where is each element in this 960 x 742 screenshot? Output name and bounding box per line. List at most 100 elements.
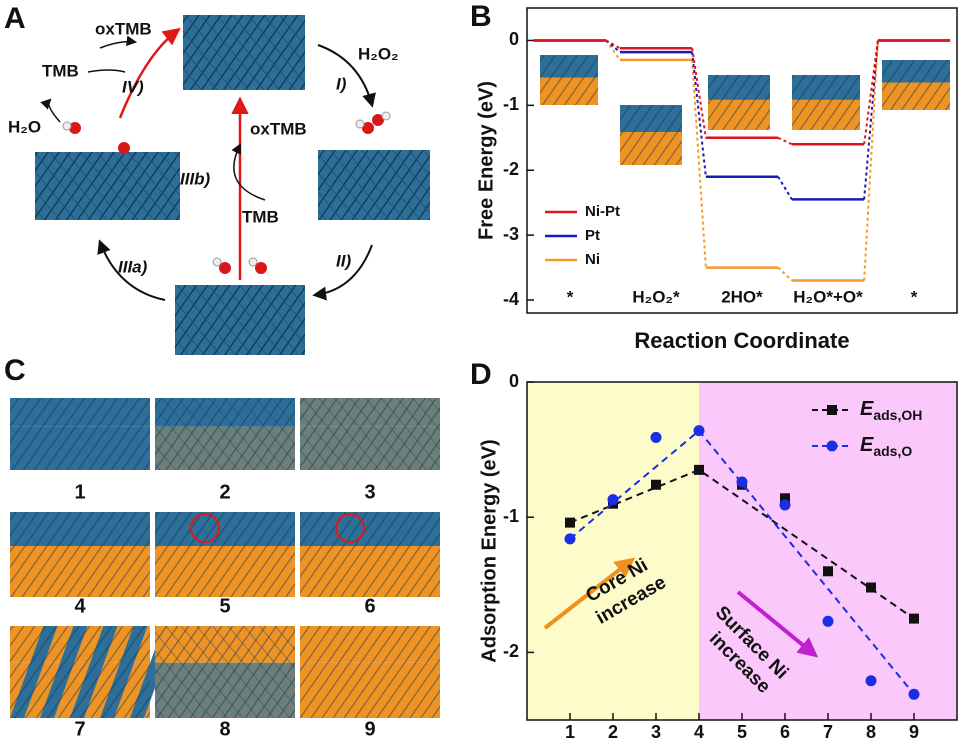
panel-a: A oxTMB TMB IV) H₂O₂ I) H₂O IIIb) oxTMB … — [4, 2, 430, 355]
annotation-arrow — [736, 590, 819, 658]
connector — [605, 39, 621, 50]
slab — [183, 15, 305, 90]
arrow — [99, 35, 138, 49]
x-tick-label: 5 — [737, 722, 747, 742]
panel-letter: D — [470, 358, 492, 391]
y-tick-label: -4 — [503, 289, 519, 309]
structure-hatch — [300, 626, 440, 718]
x-tick-label: 8 — [866, 722, 876, 742]
arrow — [87, 69, 126, 73]
panel-letter: B — [470, 0, 492, 33]
arrow — [40, 98, 61, 123]
structure-number: 3 — [364, 481, 375, 503]
point — [866, 582, 876, 593]
x-tick-label: 1 — [565, 722, 575, 742]
structure-hatch — [155, 626, 295, 718]
connector — [863, 40, 879, 200]
slab — [35, 152, 180, 220]
region — [527, 382, 699, 720]
structure-hatch — [10, 626, 150, 718]
y-tick-label: -1 — [503, 506, 519, 526]
arrow — [231, 143, 266, 201]
x-tick-label: * — [911, 287, 918, 306]
structure-hatch — [300, 398, 440, 470]
slab — [318, 150, 430, 220]
step-label: IIIa) — [118, 257, 148, 276]
point — [736, 476, 748, 488]
plot-frame — [526, 381, 958, 721]
connector — [777, 176, 793, 200]
step-label: IV) — [122, 77, 144, 96]
plot-frame — [526, 7, 958, 314]
legend-label: Ni-Pt — [585, 203, 620, 220]
annotation-arrow — [543, 557, 636, 630]
structure-number: 9 — [364, 718, 375, 740]
x-tick-label: H₂O*+O* — [793, 287, 863, 306]
point — [651, 479, 661, 490]
connector — [691, 48, 707, 138]
slab-image — [540, 55, 598, 105]
legend-label: Eads,O — [860, 434, 912, 458]
x-tick-label: 9 — [909, 722, 919, 742]
y-tick-label: 0 — [509, 371, 519, 391]
region — [699, 382, 957, 720]
point — [865, 675, 877, 687]
point — [823, 566, 833, 577]
connector — [691, 52, 707, 177]
panel-c: C 1 2 3 4 5 6 7 8 9 — [4, 354, 440, 740]
legend-label-main: E — [860, 434, 874, 456]
point — [822, 615, 834, 627]
point — [779, 499, 791, 511]
panel-letter: A — [4, 2, 26, 35]
point — [564, 533, 576, 545]
legend-label-main: E — [860, 398, 874, 420]
charts: Ni Pt Ni-Pt * H₂O₂* 2HO* H₂O*+O* * 0 -1 -2 -3 -4 Reac… — [470, 0, 958, 742]
legend-marker — [826, 440, 838, 452]
y-axis-label: Free Energy (eV) — [475, 81, 497, 240]
connector — [863, 40, 879, 281]
step-label: I) — [336, 74, 347, 93]
label: H₂O — [8, 117, 41, 136]
point — [694, 464, 704, 475]
arrow — [312, 244, 373, 301]
y-tick-label: 0 — [509, 29, 519, 49]
point — [909, 613, 919, 624]
structure-number: 8 — [219, 718, 230, 740]
label: TMB — [242, 207, 279, 226]
structure-number: 1 — [74, 481, 85, 503]
label: H₂O₂ — [358, 44, 399, 63]
legend-label-sub: ads,O — [873, 443, 912, 459]
step-label: IIIb) — [180, 169, 211, 188]
slab — [175, 285, 305, 355]
molecules — [62, 111, 391, 274]
point — [908, 688, 920, 700]
arrow — [97, 239, 166, 301]
legend-label: Ni — [585, 251, 600, 268]
legend-label: Pt — [585, 227, 600, 244]
legend-label-sub: ads,OH — [873, 407, 922, 423]
slab-image — [708, 75, 770, 130]
arrow — [118, 27, 181, 119]
label: TMB — [42, 61, 79, 80]
label: oxTMB — [95, 19, 152, 38]
x-tick-label: 7 — [823, 722, 833, 742]
x-axis-label: Reaction Coordinate — [634, 328, 849, 353]
structure-hatch — [155, 512, 295, 597]
point — [607, 494, 619, 506]
legend-label: Eads,OH — [860, 398, 922, 422]
connector — [605, 39, 621, 61]
legend-marker — [827, 405, 837, 415]
structure-grid: 1 2 3 4 5 6 7 8 9 — [10, 398, 440, 740]
point — [780, 493, 790, 504]
structure-hatch — [10, 398, 150, 470]
structure-number: 4 — [74, 595, 86, 617]
y-tick-label: -3 — [503, 224, 519, 244]
x-tick-label: 4 — [694, 722, 704, 742]
structure-number: 5 — [219, 595, 230, 617]
y-axis-label: Adsorption Energy (eV) — [478, 439, 500, 662]
y-tick-label: -2 — [503, 641, 519, 661]
highlight-circle — [335, 513, 365, 543]
label: oxTMB — [250, 119, 307, 138]
y-tick-label: -1 — [503, 94, 519, 114]
